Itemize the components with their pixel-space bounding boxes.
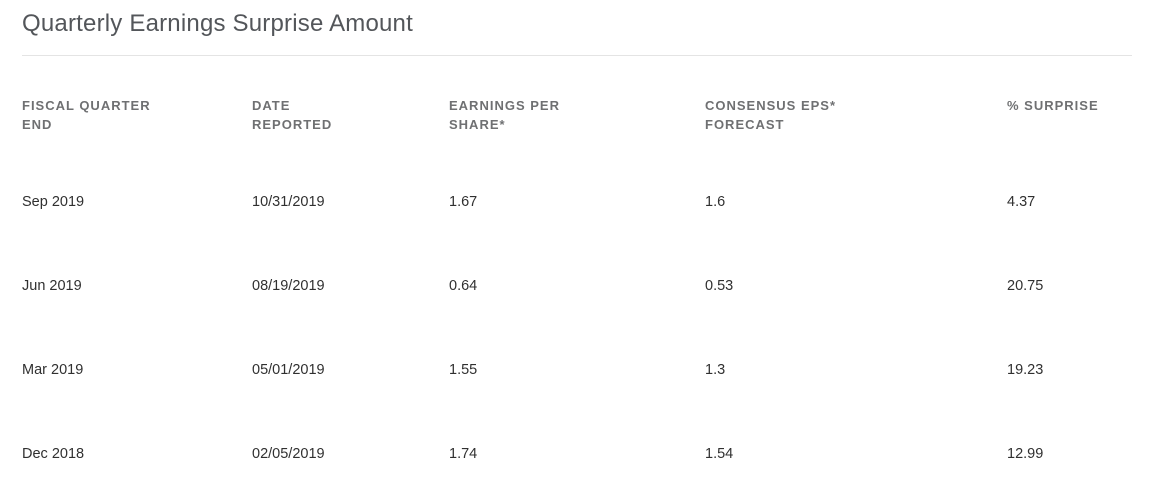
cell-fiscal-quarter-end: Dec 2018: [22, 446, 85, 462]
cell-fiscal-quarter-end: Sep 2019: [22, 194, 85, 210]
cell-consensus-eps-forecast: 1.54: [705, 446, 734, 462]
earnings-surprise-table: FISCAL QUARTER END DATE REPORTED EARNING…: [22, 96, 1132, 490]
column-header-earnings-per-share: EARNINGS PER SHARE*: [449, 96, 705, 160]
cell-pct-surprise: 4.37: [1007, 194, 1036, 210]
table-header: FISCAL QUARTER END DATE REPORTED EARNING…: [22, 96, 1132, 160]
column-header-label: % SURPRISE: [1007, 98, 1099, 113]
cell-earnings-per-share: 1.55: [449, 362, 478, 378]
page-title: Quarterly Earnings Surprise Amount: [22, 10, 413, 37]
table-row: Jun 2019 08/19/2019 0.64 0.53 20.75: [22, 244, 1132, 328]
column-header-label: CONSENSUS EPS* FORECAST: [705, 98, 837, 132]
column-header-date-reported: DATE REPORTED: [252, 96, 449, 160]
column-header-label: EARNINGS PER SHARE*: [449, 98, 560, 132]
cell-date-reported: 08/19/2019: [252, 278, 325, 294]
cell-earnings-per-share: 1.67: [449, 194, 478, 210]
cell-earnings-per-share: 1.74: [449, 446, 478, 462]
cell-fiscal-quarter-end: Jun 2019: [22, 278, 82, 294]
table-row: Dec 2018 02/05/2019 1.74 1.54 12.99: [22, 412, 1132, 490]
cell-consensus-eps-forecast: 1.6: [705, 194, 726, 210]
table-row: Sep 2019 10/31/2019 1.67 1.6 4.37: [22, 160, 1132, 244]
table-body: Sep 2019 10/31/2019 1.67 1.6 4.37 Jun 20…: [22, 160, 1132, 490]
cell-date-reported: 10/31/2019: [252, 194, 325, 210]
title-divider: [22, 55, 1132, 56]
column-header-label: FISCAL QUARTER END: [22, 98, 151, 132]
table-row: Mar 2019 05/01/2019 1.55 1.3 19.23: [22, 328, 1132, 412]
column-header-label: DATE REPORTED: [252, 98, 333, 132]
cell-pct-surprise: 12.99: [1007, 446, 1044, 462]
cell-pct-surprise: 20.75: [1007, 278, 1044, 294]
cell-fiscal-quarter-end: Mar 2019: [22, 362, 84, 378]
cell-earnings-per-share: 0.64: [449, 278, 478, 294]
cell-consensus-eps-forecast: 1.3: [705, 362, 726, 378]
table-header-row: FISCAL QUARTER END DATE REPORTED EARNING…: [22, 96, 1132, 160]
column-header-fiscal-quarter-end: FISCAL QUARTER END: [22, 96, 252, 160]
cell-date-reported: 02/05/2019: [252, 446, 325, 462]
column-header-pct-surprise: % SURPRISE: [1007, 96, 1132, 160]
cell-date-reported: 05/01/2019: [252, 362, 325, 378]
cell-consensus-eps-forecast: 0.53: [705, 278, 734, 294]
column-header-consensus-eps-forecast: CONSENSUS EPS* FORECAST: [705, 96, 1007, 160]
cell-pct-surprise: 19.23: [1007, 362, 1044, 378]
